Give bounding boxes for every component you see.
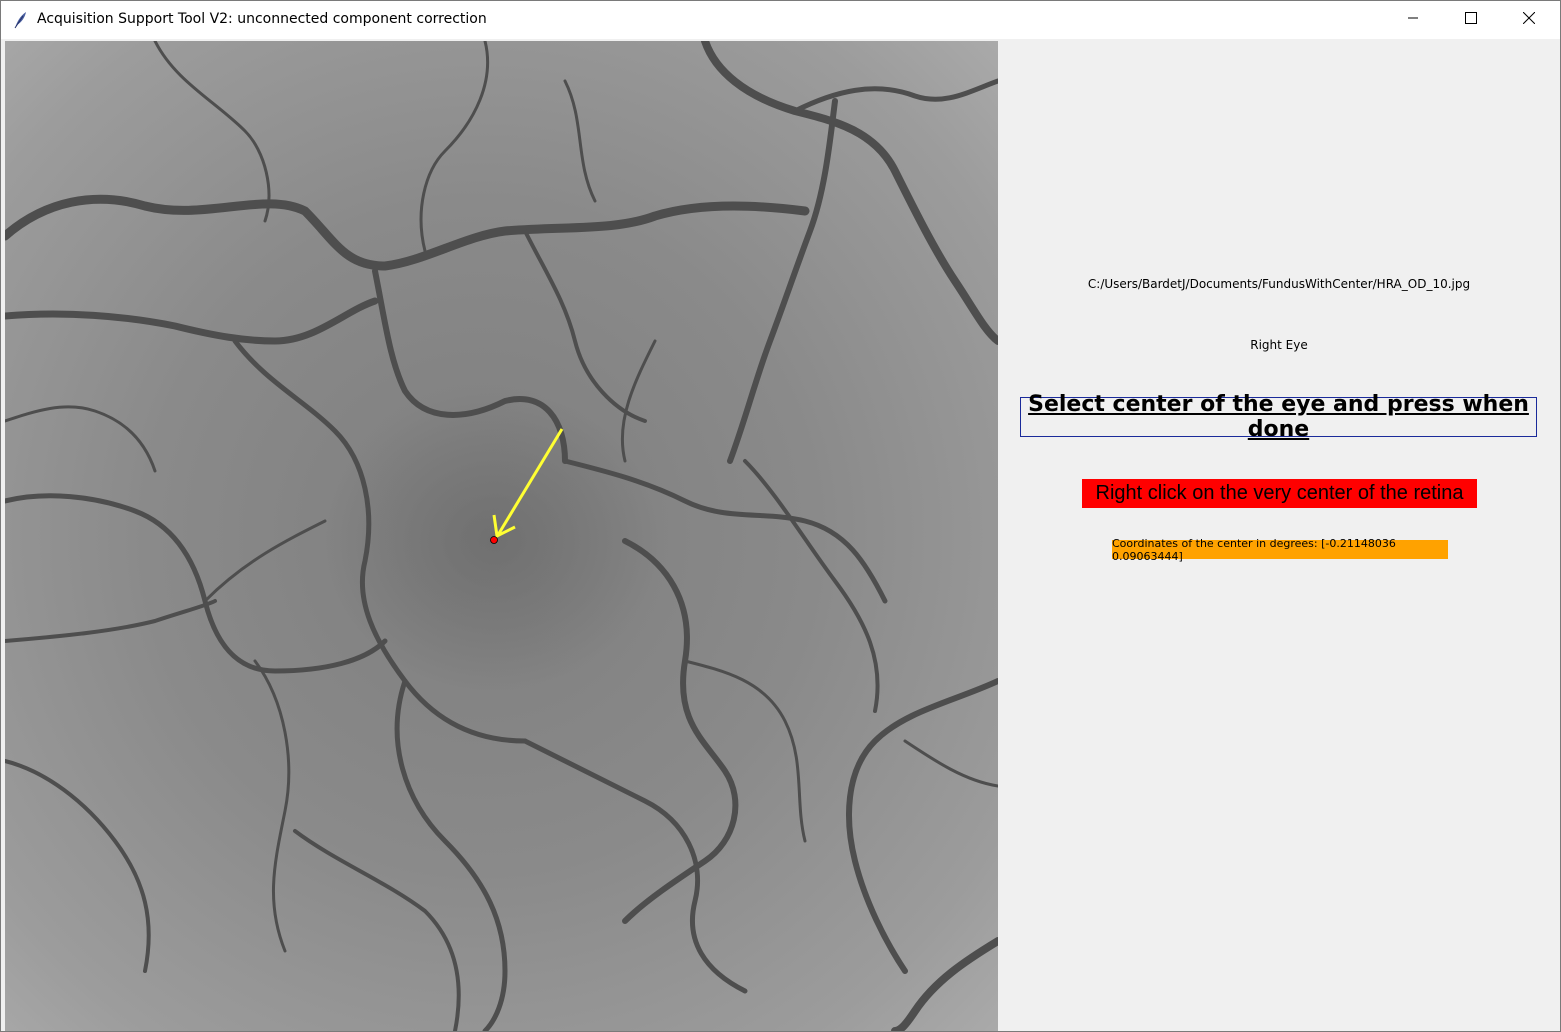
- fundus-canvas[interactable]: [5, 41, 998, 1031]
- minimize-icon: [1407, 11, 1419, 29]
- center-marker: [490, 536, 498, 544]
- maximize-button[interactable]: [1442, 1, 1500, 39]
- control-panel: C:/Users/BardetJ/Documents/FundusWithCen…: [998, 41, 1560, 1031]
- coordinates-label: Coordinates of the center in degrees: [-…: [1112, 537, 1448, 563]
- feather-icon: [11, 10, 31, 30]
- window-title: Acquisition Support Tool V2: unconnected…: [37, 11, 487, 27]
- minimize-button[interactable]: [1384, 1, 1442, 39]
- fundus-image: [5, 41, 998, 1031]
- eye-label: Right Eye: [1250, 338, 1308, 352]
- maximize-icon: [1465, 11, 1477, 29]
- select-center-done-button[interactable]: Select center of the eye and press when …: [1020, 392, 1537, 442]
- close-icon: [1522, 11, 1536, 29]
- file-path-label: C:/Users/BardetJ/Documents/FundusWithCen…: [1087, 277, 1471, 291]
- retinal-vessels: [5, 41, 998, 1031]
- arrow-icon: [496, 428, 564, 536]
- close-button[interactable]: [1500, 1, 1558, 39]
- arrowhead-icon: [492, 514, 516, 539]
- title-bar[interactable]: Acquisition Support Tool V2: unconnected…: [1, 1, 1560, 39]
- instruction-label: Right click on the very center of the re…: [1082, 479, 1477, 508]
